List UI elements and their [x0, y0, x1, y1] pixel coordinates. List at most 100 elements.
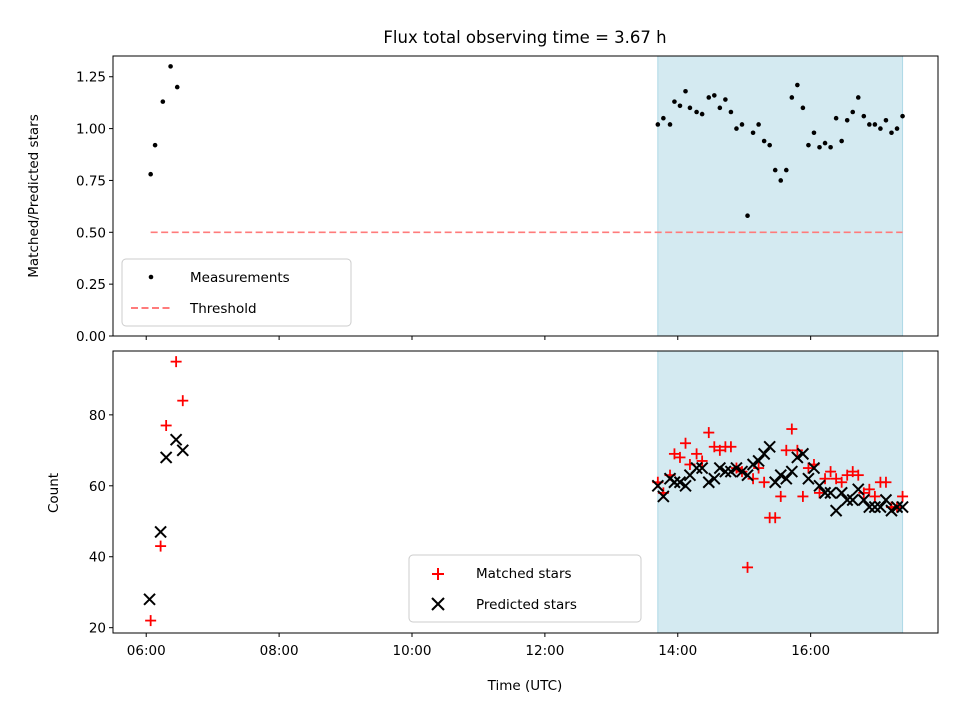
top-axes-frame [112, 55, 939, 337]
measurement-point [750, 130, 756, 136]
measurement-point [850, 109, 856, 115]
measurement-point [872, 122, 878, 127]
predicted-star-point [690, 461, 703, 475]
matched-star-point [819, 473, 831, 485]
legend-measurements-label: Measurements [190, 270, 290, 286]
x-axis-label: Time (UTC) [487, 678, 563, 694]
predicted-star-point [724, 465, 738, 478]
predicted-star-point [713, 461, 727, 475]
predicted-star-point [763, 440, 776, 453]
measurement-point [152, 142, 158, 148]
measurement-point [683, 88, 688, 94]
matched-star-point [758, 476, 770, 488]
predicted-star-point [890, 500, 904, 514]
measurement-point [811, 130, 817, 136]
measurement-point [867, 122, 872, 127]
predicted-star-point [735, 465, 749, 478]
measurement-point [795, 82, 800, 88]
predicted-star-point [857, 493, 871, 507]
measurement-point [828, 144, 833, 150]
matched-star-point [708, 441, 720, 453]
measurement-point [672, 99, 677, 104]
predicted-star-point [769, 476, 782, 489]
bottom-y-axis-label: Count [46, 473, 62, 513]
predicted-star-point [673, 476, 687, 489]
matched-star-point [775, 490, 787, 502]
top-legend-box [121, 258, 352, 327]
measurement-point [723, 97, 728, 102]
top-ytick-label: 0.00 [76, 329, 106, 345]
predicted-star-point [835, 486, 848, 500]
legend-matched-label: Matched stars [476, 566, 572, 582]
measurement-point [889, 130, 894, 136]
predicted-star-point [752, 454, 765, 468]
legend-matched-marker [432, 568, 444, 580]
measurement-point [806, 142, 811, 148]
measurement-point [699, 111, 705, 117]
top-observing-span [657, 55, 904, 337]
matched-star-point [170, 356, 182, 368]
predicted-star-point [730, 461, 743, 475]
predicted-star-point [746, 458, 760, 471]
legend-predicted-marker [431, 597, 445, 611]
measurement-point [717, 105, 723, 111]
bottom-ytick-label: 60 [89, 479, 106, 495]
predicted-star-point [879, 493, 893, 507]
matched-star-point [880, 476, 892, 488]
measurement-point [706, 95, 712, 100]
bottom-ytick-label: 80 [89, 408, 106, 424]
matched-star-point [897, 490, 909, 502]
measurement-point [855, 95, 861, 100]
matched-star-point [703, 427, 715, 439]
predicted-star-point [159, 451, 173, 464]
measurement-point [778, 178, 784, 183]
bottom-ytick-label: 40 [89, 550, 106, 566]
predicted-star-point [818, 486, 832, 500]
measurement-point [739, 122, 745, 127]
predicted-star-point [719, 465, 732, 478]
legend-threshold-label: Threshold [189, 301, 257, 317]
measurement-point [800, 105, 806, 111]
matched-star-point [786, 423, 798, 435]
matched-star-point [780, 444, 792, 456]
measurement-point [833, 115, 839, 121]
top-y-axis-label: Matched/Predicted stars [26, 114, 42, 277]
measurement-point [861, 113, 867, 119]
measurement-point [148, 171, 153, 177]
measurement-point [883, 117, 889, 123]
predicted-star-point [885, 504, 898, 517]
predicted-star-point [657, 490, 670, 503]
bottom-legend: Matched stars Predicted stars [408, 554, 642, 623]
predicted-star-point [757, 447, 771, 461]
measurement-point [789, 95, 795, 100]
matched-star-point [814, 487, 826, 499]
matched-star-point [753, 462, 765, 474]
xtick-label: 08:00 [260, 643, 299, 659]
matched-star-point [830, 473, 842, 485]
predicted-star-point [863, 500, 876, 514]
matched-star-point [791, 444, 803, 456]
matched-star-point [691, 448, 703, 460]
top-ytick-label: 0.25 [76, 277, 106, 293]
predicted-star-point [780, 472, 793, 485]
matched-star-point [797, 490, 809, 502]
matched-star-point [841, 469, 853, 481]
xtick-label: 06:00 [127, 643, 166, 659]
matched-star-point [769, 512, 781, 524]
matched-star-point [680, 437, 692, 449]
matched-star-point [863, 483, 875, 495]
matched-star-point [155, 540, 167, 552]
predicted-star-point [829, 504, 843, 517]
measurement-point [894, 126, 900, 131]
predicted-star-point [708, 472, 721, 485]
measurement-point [734, 126, 739, 131]
predicted-star-point [852, 483, 865, 496]
top-ytick-label: 1.25 [76, 70, 106, 86]
matched-star-point [852, 469, 864, 481]
matched-star-point [847, 466, 859, 478]
predicted-star-point [802, 472, 815, 485]
matched-star-point [668, 448, 680, 460]
predicted-star-point [874, 500, 887, 514]
predicted-star-point [785, 465, 799, 478]
